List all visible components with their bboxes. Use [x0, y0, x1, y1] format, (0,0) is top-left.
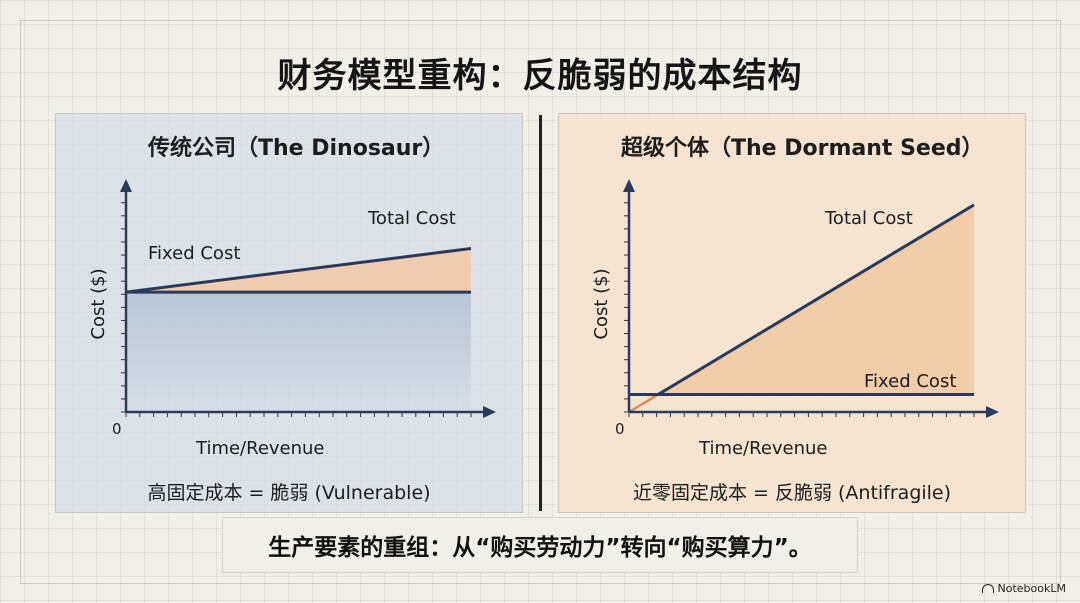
caption-dinosaur: 高固定成本 = 脆弱 (Vulnerable) [147, 482, 431, 504]
panel-title-dormant-seed: 超级个体（The Dormant Seed） [621, 136, 984, 161]
panel-dinosaur: 传统公司（The Dinosaur） Fixed Cost Total Cost T… [55, 113, 523, 513]
panel-dormant-seed: 超级个体（The Dormant Seed） Fixed Cost Total C… [558, 113, 1026, 513]
frame-line-top [20, 20, 1060, 21]
x-axis-arrow [483, 406, 496, 418]
notebooklm-icon [981, 584, 994, 593]
caption-dormant-seed: 近零固定成本 = 反脆弱 (Antifragile) [632, 482, 952, 504]
chart-dormant-seed: Fixed Cost Total Cost Time/Revenue Cost ($)… [591, 179, 999, 459]
origin-label: 0 [112, 420, 122, 438]
brand-mark: NotebookLM [981, 582, 1066, 595]
y-axis-arrow [120, 179, 132, 192]
y-axis-label: Cost ($) [88, 268, 109, 339]
page-title: 财务模型重构：反脆弱的成本结构 [277, 56, 803, 96]
y-axis-label: Cost ($) [591, 268, 612, 339]
total-cost-label: Total Cost [367, 208, 456, 229]
frame-line-bottom [20, 583, 1060, 584]
x-axis-arrow [986, 406, 999, 418]
frame-line-left [20, 20, 21, 583]
fixed-cost-area [126, 292, 471, 412]
summary-banner: 生产要素的重组：从“购买劳动力”转向“购买算力”。 [222, 517, 858, 573]
total-cost-line-start [628, 393, 659, 414]
panel-divider [539, 115, 542, 511]
total-cost-line [657, 203, 975, 396]
brand-label: NotebookLM [997, 582, 1066, 595]
chart-dinosaur: Fixed Cost Total Cost Time/Revenue Cost ($)… [88, 179, 496, 459]
origin-label: 0 [615, 420, 625, 438]
panel-title-dinosaur: 传统公司（The Dinosaur） [148, 136, 445, 161]
frame-line-right [1060, 20, 1061, 583]
x-axis-label: Time/Revenue [698, 438, 828, 459]
y-axis-arrow [623, 179, 635, 192]
total-cost-label: Total Cost [824, 208, 913, 229]
fixed-cost-label: Fixed Cost [148, 243, 240, 264]
fixed-cost-label: Fixed Cost [864, 371, 956, 392]
x-axis-label: Time/Revenue [195, 438, 325, 459]
total-cost-line [125, 247, 472, 294]
